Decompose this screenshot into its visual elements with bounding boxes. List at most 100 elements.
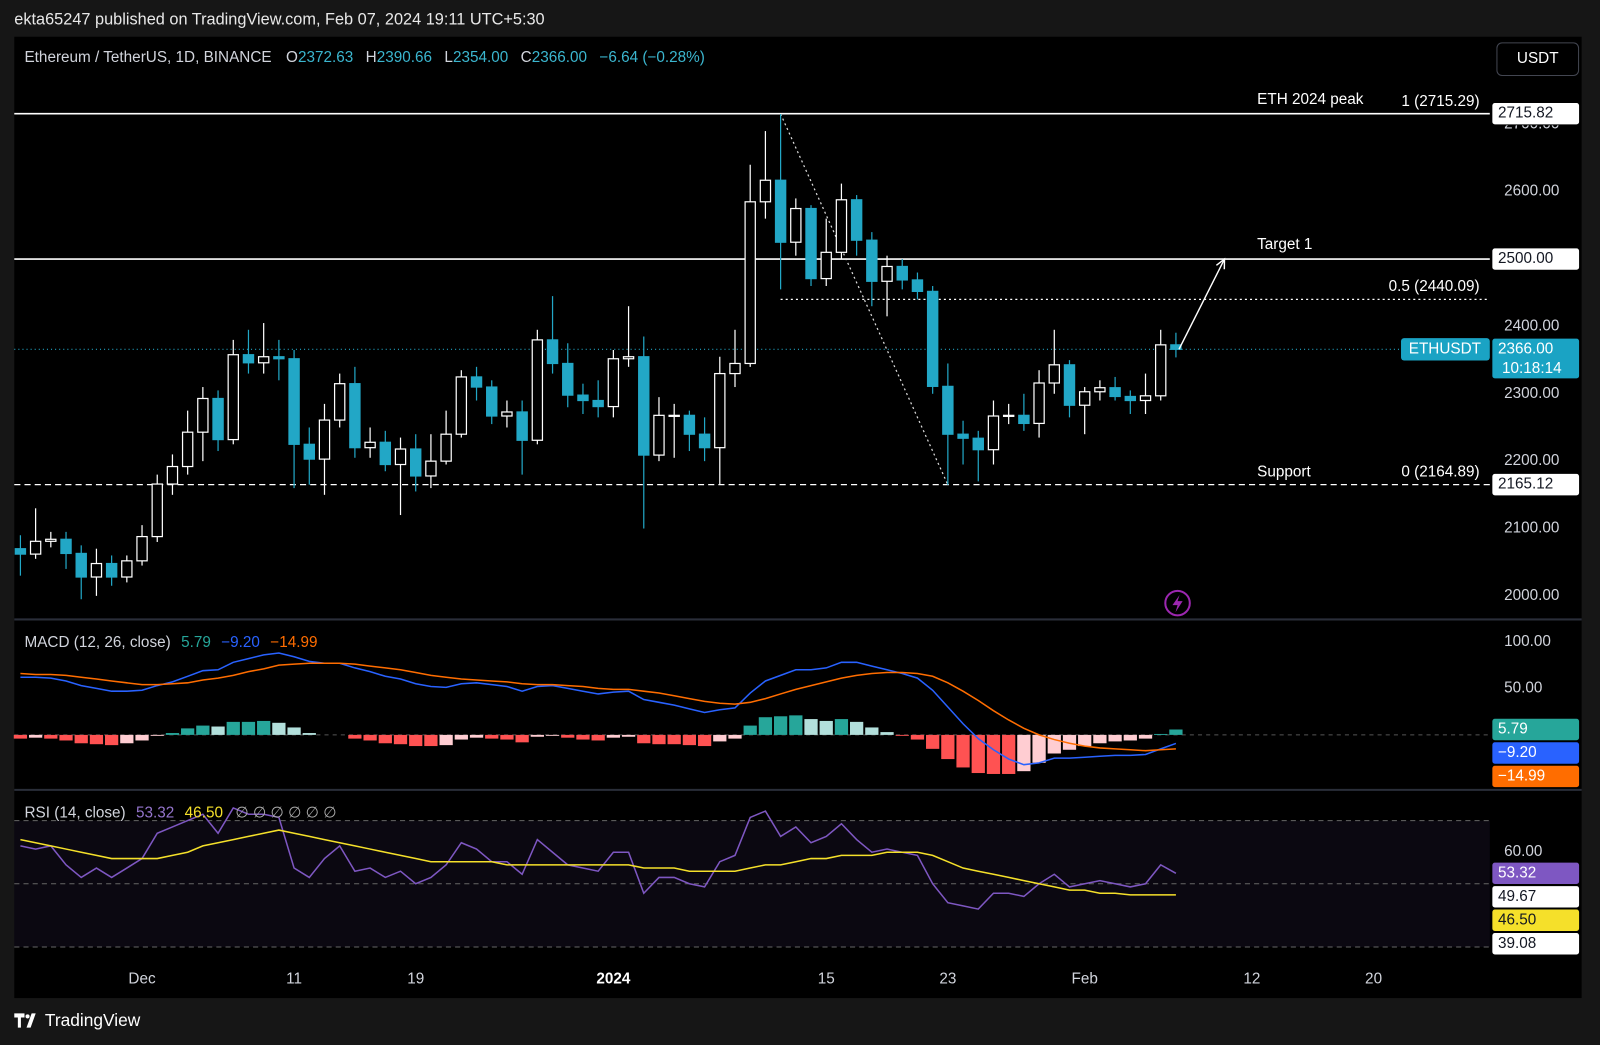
indicator-line bbox=[20, 662, 1176, 752]
histogram-bar bbox=[439, 734, 453, 746]
rsi-legend-value: 53.32 bbox=[136, 804, 174, 821]
annotation: ETH 2024 peak bbox=[1257, 91, 1364, 108]
ohlc-value: 2366.00 bbox=[532, 49, 587, 66]
histogram-bar bbox=[257, 720, 271, 735]
price-tag-label: 49.67 bbox=[1498, 888, 1536, 905]
histogram-bar bbox=[697, 734, 712, 747]
annotation: 0.5 (2440.09) bbox=[1389, 278, 1480, 295]
histogram-bar bbox=[378, 734, 392, 744]
histogram-bar bbox=[302, 733, 316, 735]
candle-body bbox=[273, 356, 285, 360]
histogram-bar bbox=[621, 734, 636, 737]
price-tag bbox=[1491, 885, 1581, 909]
y-tick-label: 50.00 bbox=[1504, 679, 1542, 696]
annotation: Target 1 bbox=[1257, 236, 1312, 253]
candle-body bbox=[850, 199, 863, 241]
y-tick-label: 2600.00 bbox=[1504, 183, 1559, 200]
candle-body bbox=[942, 385, 954, 435]
price-tag bbox=[1491, 741, 1581, 765]
histogram-bar bbox=[515, 734, 529, 743]
price-tag-label: 2366.00 bbox=[1498, 340, 1553, 357]
macd-legend-value: −9.20 bbox=[221, 634, 260, 651]
candle-body bbox=[926, 290, 939, 387]
price-tag bbox=[1491, 101, 1581, 126]
histogram-bar bbox=[545, 734, 560, 736]
price-tag bbox=[1491, 764, 1581, 789]
projection-arrow-head bbox=[1215, 257, 1226, 270]
histogram-bar bbox=[28, 734, 43, 738]
candle-body bbox=[805, 207, 817, 280]
histogram-bar bbox=[713, 734, 727, 742]
currency-button[interactable] bbox=[1496, 42, 1580, 77]
histogram-bar bbox=[652, 734, 666, 745]
indicator-line bbox=[20, 806, 1177, 910]
histogram-bar bbox=[834, 719, 849, 735]
histogram-bar bbox=[1017, 734, 1031, 772]
candle-body bbox=[242, 354, 255, 364]
price-tag-label: 39.08 bbox=[1498, 935, 1536, 952]
price-tag-label: 5.79 bbox=[1498, 721, 1528, 738]
histogram-bar bbox=[637, 734, 651, 744]
histogram-bar bbox=[880, 732, 894, 735]
candle-body bbox=[1063, 364, 1076, 406]
histogram-bar bbox=[1062, 734, 1077, 750]
candle-body bbox=[820, 251, 832, 280]
histogram-bar bbox=[667, 734, 681, 745]
candle-body bbox=[622, 356, 635, 360]
histogram-bar bbox=[910, 734, 925, 740]
indicator-line bbox=[20, 829, 1176, 896]
histogram-bar bbox=[181, 728, 195, 735]
candle-body bbox=[835, 199, 848, 253]
candle-body bbox=[729, 362, 741, 375]
alert-icon-bolt bbox=[1172, 594, 1183, 613]
candle-body bbox=[714, 372, 726, 449]
histogram-bar bbox=[150, 734, 164, 736]
rsi-legend: RSI (14, close) 53.32 46.50 ∅ ∅ ∅ ∅ ∅ ∅ bbox=[24, 804, 336, 821]
histogram-bar bbox=[469, 734, 484, 738]
histogram-bar bbox=[1093, 734, 1107, 744]
histogram-bar bbox=[895, 734, 909, 736]
ohlc-value: 2390.66 bbox=[377, 49, 432, 66]
candle-body bbox=[166, 465, 179, 485]
y-tick-label: 2400.00 bbox=[1504, 317, 1559, 334]
candle-body bbox=[379, 441, 392, 466]
histogram-bar bbox=[865, 727, 879, 735]
alert-icon[interactable] bbox=[1164, 589, 1191, 617]
histogram-bar bbox=[211, 726, 225, 735]
x-tick-label: 20 bbox=[1365, 971, 1382, 988]
candle-body bbox=[29, 540, 42, 555]
candle-body bbox=[90, 562, 103, 578]
histogram-bar bbox=[743, 725, 757, 735]
candle-body bbox=[45, 538, 57, 542]
candle-body bbox=[866, 239, 878, 282]
histogram-bar bbox=[1047, 734, 1061, 754]
price-tag-label: 53.32 bbox=[1498, 864, 1536, 881]
candle-body bbox=[577, 394, 589, 402]
ohlc-key: O bbox=[286, 49, 298, 66]
ohlc-value: 2354.00 bbox=[453, 49, 508, 66]
price-tag bbox=[1491, 247, 1581, 271]
histogram-bar bbox=[682, 734, 697, 746]
fib-trend-line bbox=[780, 113, 949, 486]
histogram-bar bbox=[226, 721, 240, 735]
candle-body bbox=[333, 383, 346, 421]
y-tick-label: 2000.00 bbox=[1504, 587, 1559, 604]
x-tick-label: 12 bbox=[1243, 971, 1260, 988]
macd-legend-value: −14.99 bbox=[270, 634, 317, 651]
histogram-bar bbox=[986, 734, 1001, 774]
candle-body bbox=[531, 339, 544, 441]
histogram-bar bbox=[485, 734, 499, 739]
change: −6.64 (−0.28%) bbox=[599, 49, 704, 66]
histogram-bar bbox=[804, 719, 818, 735]
indicator-line bbox=[20, 652, 1177, 766]
candle-body bbox=[1078, 391, 1091, 406]
x-tick-label: 23 bbox=[939, 971, 956, 988]
candle-body bbox=[1002, 414, 1015, 417]
candle-body bbox=[425, 460, 437, 477]
candle-body bbox=[151, 483, 163, 538]
currency-label[interactable]: USDT bbox=[1517, 50, 1559, 67]
candle-body bbox=[197, 397, 209, 433]
price-tag bbox=[1491, 472, 1581, 497]
candle-body bbox=[1109, 387, 1121, 398]
chart-area bbox=[14, 36, 1582, 999]
